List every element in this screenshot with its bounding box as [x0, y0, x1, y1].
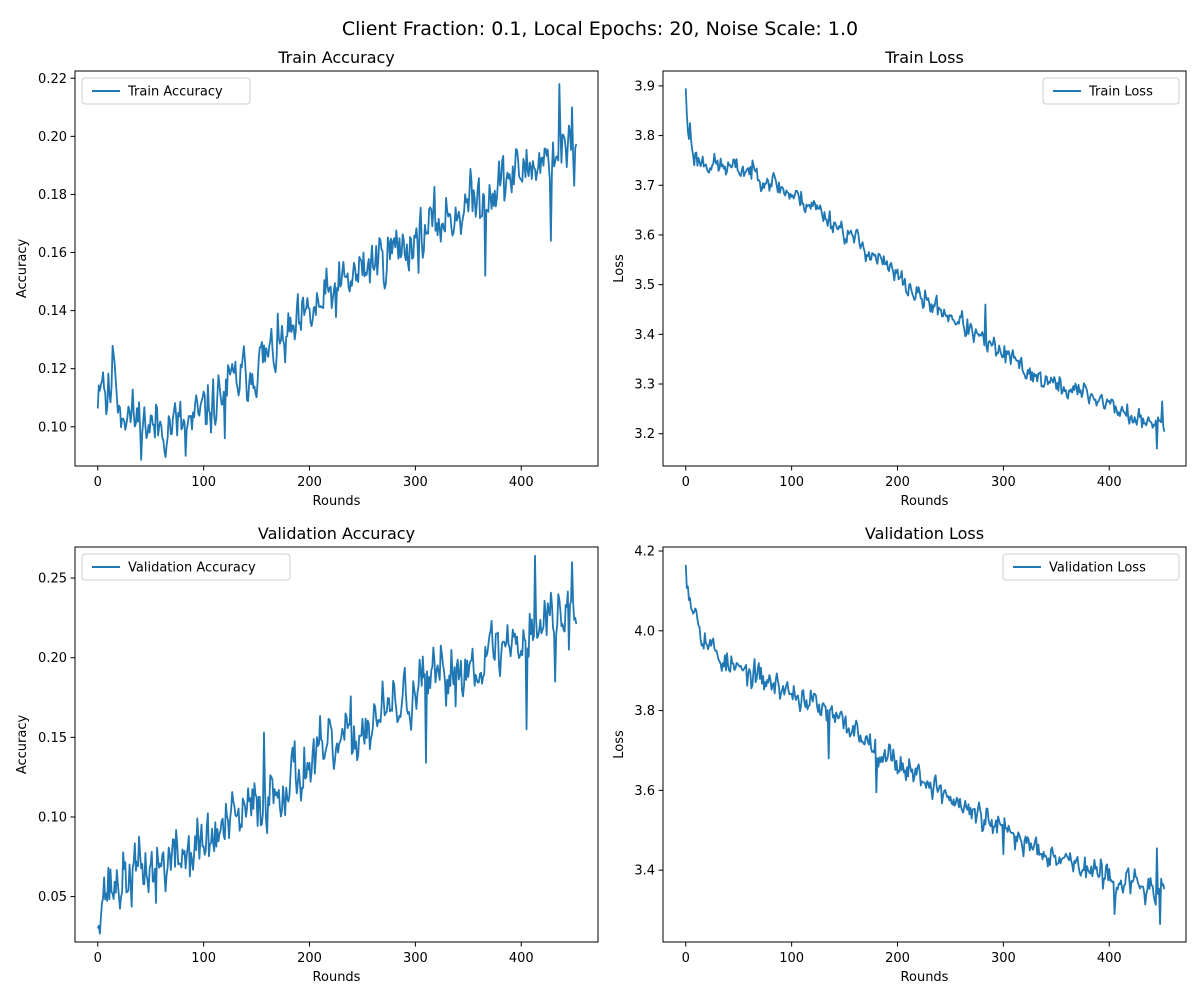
series-line [684, 88, 1166, 450]
y-tick-label: 3.2 [634, 427, 655, 442]
x-tick-label: 200 [297, 475, 322, 490]
legend: Validation Loss [1002, 553, 1180, 581]
chart-panel: Train Accuracy 0 100 200 300 400 0.10 0.12 0.14 0… [15, 48, 599, 509]
legend: Train Loss [1042, 77, 1180, 105]
x-tick-label: 300 [991, 475, 1016, 490]
x-tick-label: 300 [403, 475, 428, 490]
y-tick-label: 0.22 [38, 72, 67, 87]
chart-title: Train Accuracy [277, 48, 395, 67]
legend-label: Validation Loss [1049, 561, 1146, 576]
x-tick-label: 300 [403, 951, 428, 966]
y-axis-label: Accuracy [15, 239, 30, 299]
chart-panel: Train Loss 0 100 200 300 400 3.2 3.3 3.4 3.5 3.6 3.… [612, 48, 1187, 509]
x-tick-label: 0 [682, 951, 690, 966]
chart-title: Validation Loss [865, 524, 984, 543]
y-tick-label: 3.8 [634, 704, 655, 719]
legend-box [81, 77, 251, 105]
y-tick-label: 0.14 [38, 304, 67, 319]
y-tick-label: 3.9 [634, 79, 655, 94]
chart-panel: Validation Loss 0 100 200 300 400 3.4 3.6 3.8 4.0… [612, 524, 1187, 985]
y-tick-label: 0.20 [38, 130, 67, 145]
x-tick-label: 400 [1097, 475, 1122, 490]
y-tick-label: 0.15 [38, 731, 67, 746]
series-line [96, 83, 578, 461]
y-tick-label: 0.20 [38, 651, 67, 666]
y-tick-label: 0.10 [38, 810, 67, 825]
y-tick-label: 0.18 [38, 188, 67, 203]
y-axis-label: Loss [612, 730, 627, 759]
y-tick-label: 3.8 [634, 129, 655, 144]
x-tick-label: 100 [779, 951, 804, 966]
x-tick-label: 0 [682, 475, 690, 490]
y-tick-label: 3.7 [634, 179, 655, 194]
x-tick-label: 300 [991, 951, 1016, 966]
y-tick-label: 0.10 [38, 420, 67, 435]
x-tick-label: 100 [191, 475, 216, 490]
x-tick-label: 200 [885, 951, 910, 966]
y-tick-label: 3.6 [634, 228, 655, 243]
x-tick-label: 200 [885, 475, 910, 490]
y-tick-label: 3.4 [634, 864, 655, 879]
y-tick-label: 0.25 [38, 572, 67, 587]
y-axis-label: Loss [612, 254, 627, 283]
legend-label: Validation Accuracy [128, 561, 256, 576]
x-axis-label: Rounds [313, 970, 361, 985]
x-axis-label: Rounds [901, 970, 949, 985]
x-tick-label: 400 [1097, 951, 1122, 966]
plot-frame [74, 546, 599, 943]
y-tick-label: 0.16 [38, 246, 67, 261]
legend-box [1002, 553, 1180, 581]
y-tick-label: 3.5 [634, 278, 655, 293]
legend-label: Train Accuracy [127, 85, 223, 100]
chart-title: Validation Accuracy [258, 524, 415, 543]
legend: Train Accuracy [81, 77, 251, 105]
x-axis-label: Rounds [901, 494, 949, 509]
x-tick-label: 0 [94, 475, 102, 490]
figure-title: Client Fraction: 0.1, Local Epochs: 20, … [342, 18, 858, 40]
x-tick-label: 400 [509, 951, 534, 966]
legend-box [81, 553, 291, 581]
y-tick-label: 0.12 [38, 362, 67, 377]
x-tick-label: 400 [509, 475, 534, 490]
legend: Validation Accuracy [81, 553, 291, 581]
y-tick-label: 3.4 [634, 328, 655, 343]
y-tick-label: 4.2 [634, 544, 655, 559]
chart-panel: Validation Accuracy 0 100 200 300 400 0.05 0.10… [15, 524, 599, 985]
y-tick-label: 3.3 [634, 378, 655, 393]
x-tick-label: 0 [94, 951, 102, 966]
x-tick-label: 200 [297, 951, 322, 966]
x-tick-label: 100 [191, 951, 216, 966]
y-axis-label: Accuracy [15, 715, 30, 775]
legend-label: Train Loss [1088, 85, 1153, 100]
x-axis-label: Rounds [313, 494, 361, 509]
series-line [684, 564, 1166, 925]
y-tick-label: 3.6 [634, 784, 655, 799]
y-tick-label: 4.0 [634, 624, 655, 639]
series-line [96, 554, 578, 935]
x-tick-label: 100 [779, 475, 804, 490]
y-tick-label: 0.05 [38, 890, 67, 905]
chart-title: Train Loss [884, 48, 964, 67]
plot-frame [662, 70, 1187, 467]
plot-frame [74, 70, 599, 467]
plot-frame [662, 546, 1187, 943]
legend-box [1042, 77, 1180, 105]
